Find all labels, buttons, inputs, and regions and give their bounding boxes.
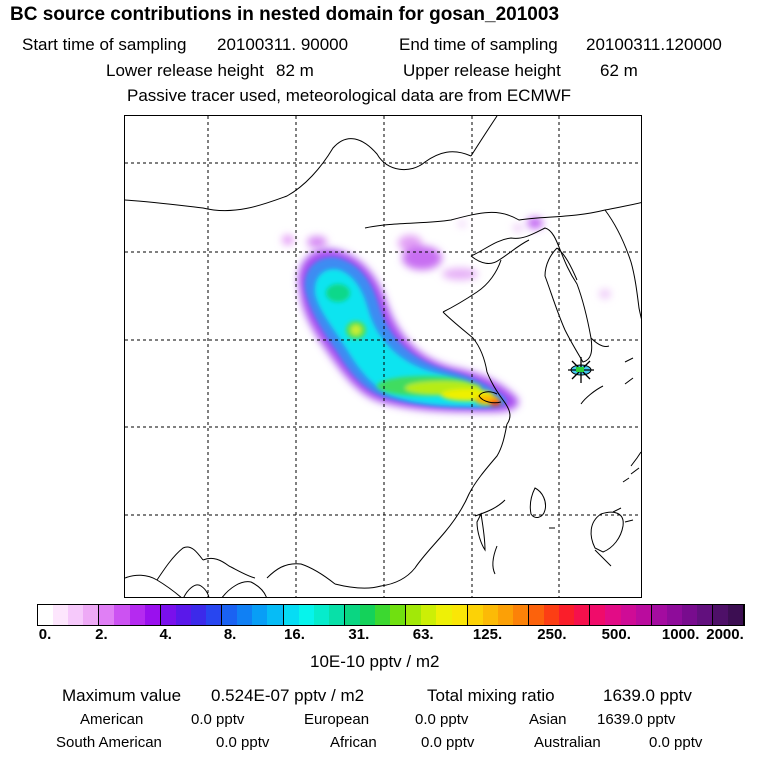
colorbar-swatch [467, 605, 483, 625]
plume-cyan [314, 269, 495, 406]
plume-outer-halo [282, 217, 611, 299]
colorbar-swatch [283, 605, 299, 625]
concentration-plume [282, 217, 611, 412]
colorbar-swatch [175, 605, 191, 625]
upper-release-label: Upper release height [403, 61, 561, 80]
colorbar-tick-label: 1000. [661, 626, 700, 643]
colorbar-swatch [129, 605, 145, 625]
colorbar-swatch [544, 605, 560, 625]
end-time-label: End time of sampling [399, 35, 558, 54]
colorbar-swatch [590, 605, 606, 625]
colorbar-swatch [497, 605, 513, 625]
colorbar-swatch [666, 605, 682, 625]
region-value: 0.0 pptv [649, 734, 703, 751]
colorbar-tick-label: 63. [412, 626, 434, 643]
colorbar-swatch [237, 605, 253, 625]
colorbar-swatch [190, 605, 207, 625]
colorbar-swatch [651, 605, 667, 625]
colorbar-swatch [728, 605, 745, 625]
tracer-note: Passive tracer used, meteorological data… [127, 86, 572, 105]
colorbar-swatch [206, 605, 223, 625]
colorbar-tick-label: 500. [601, 626, 631, 643]
upper-release-value: 62 m [600, 61, 638, 80]
start-time-label: Start time of sampling [22, 35, 187, 54]
korean-peninsula-coast [556, 209, 641, 347]
colorbar-swatch [68, 605, 84, 625]
plume-core [326, 284, 501, 406]
region-name: South American [56, 734, 162, 751]
colorbar-swatch [53, 605, 69, 625]
colorbar-swatch [482, 605, 498, 625]
lower-release-value: 82 m [276, 61, 314, 80]
colorbar-swatch [605, 605, 621, 625]
colorbar-swatch [160, 605, 176, 625]
receptor-marker [568, 357, 594, 383]
colorbar-swatch [375, 605, 391, 625]
colorbar-swatch [529, 605, 545, 625]
region-value: 0.0 pptv [421, 734, 475, 751]
plot-title: BC source contributions in nested domain… [10, 4, 560, 25]
max-value: 0.524E-07 pptv / m2 [211, 686, 365, 705]
region-name: European [304, 711, 370, 728]
colorbar-tick-label: 125. [472, 626, 503, 643]
total-mixing-value: 1639.0 pptv [603, 686, 692, 705]
colorbar-tick-label: 4. [159, 626, 172, 643]
islands [529, 357, 641, 567]
max-value-label: Maximum value [62, 686, 182, 705]
colorbar-tick-label: 2. [95, 626, 108, 643]
colorbar-unit: 10E-10 pptv / m2 [310, 652, 440, 671]
colorbar-swatch [298, 605, 314, 625]
colorbar-swatch [620, 605, 636, 625]
colorbar-swatch [421, 605, 437, 625]
colorbar-swatch [83, 605, 100, 625]
colorbar-swatch [451, 605, 468, 625]
colorbar-swatch [344, 605, 360, 625]
colorbar-swatch [697, 605, 714, 625]
region-value: 1639.0 pptv [597, 711, 676, 728]
colorbar-swatch [436, 605, 452, 625]
colorbar-swatch [406, 605, 422, 625]
colorbar-swatch [267, 605, 284, 625]
colorbar-tick-label: 8. [223, 626, 237, 643]
colorbar-swatch [713, 605, 729, 625]
colorbar-swatch [574, 605, 591, 625]
colorbar-swatch [114, 605, 130, 625]
region-name: African [330, 734, 377, 751]
colorbar-swatch [681, 605, 698, 625]
colorbar-swatch [390, 605, 407, 625]
colorbar-swatch [99, 605, 115, 625]
colorbar-tick-label: 2000. [706, 626, 744, 643]
total-mixing-label: Total mixing ratio [427, 686, 555, 705]
coastlines [125, 116, 641, 597]
region-name: Australian [534, 734, 601, 751]
colorbar-tick-label: 250. [537, 626, 567, 643]
lower-release-label: Lower release height [106, 61, 264, 80]
colorbar-swatch [38, 605, 54, 625]
region-name: Asian [529, 711, 567, 728]
colorbar-swatch [328, 605, 345, 625]
end-time-value: 20100311.120000 [586, 35, 722, 54]
region-value: 0.0 pptv [191, 711, 245, 728]
start-time-value: 20100311. 90000 [217, 35, 349, 54]
colorbar-swatch [559, 605, 575, 625]
colorbar-swatch [144, 605, 161, 625]
colorbar-swatch [635, 605, 652, 625]
colorbar-tick-label: 0. [38, 626, 52, 643]
lat-lon-grid [125, 116, 641, 597]
region-value: 0.0 pptv [415, 711, 469, 728]
region-value: 0.0 pptv [216, 734, 270, 751]
colorbar-tick-label: 31. [348, 626, 370, 643]
map-panel [124, 115, 642, 598]
region-name: American [80, 711, 144, 728]
colorbar-tick-label: 16. [284, 626, 305, 643]
colorbar-swatch [252, 605, 268, 625]
colorbar-swatch [313, 605, 329, 625]
map-canvas [125, 116, 641, 597]
colorbar [37, 604, 745, 626]
colorbar-swatch [222, 605, 238, 625]
colorbar-swatch [359, 605, 376, 625]
colorbar-swatch [512, 605, 529, 625]
